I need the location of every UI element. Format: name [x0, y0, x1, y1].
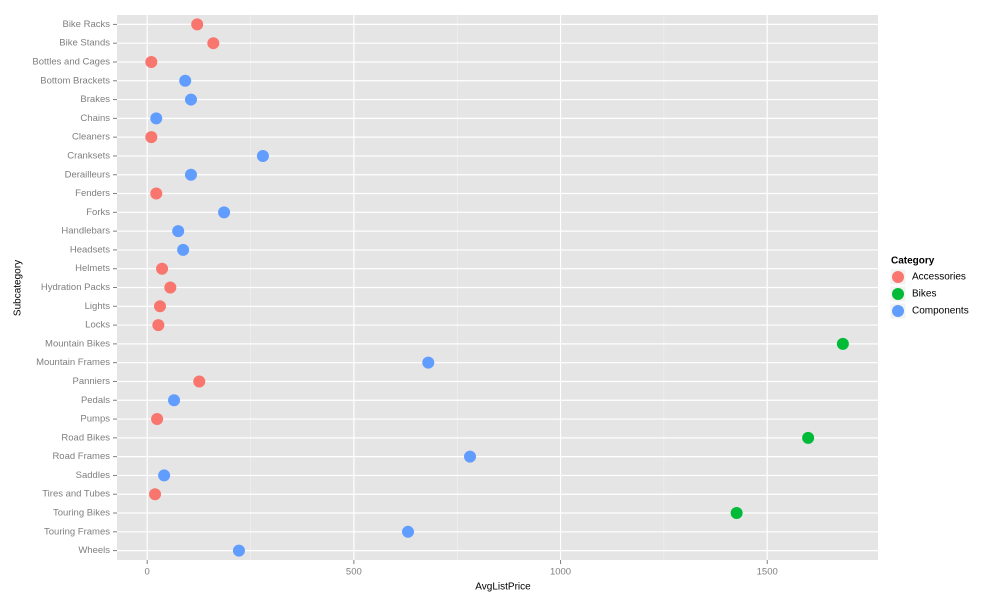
y-tick-label: Hydration Packs	[41, 282, 110, 293]
point	[153, 300, 166, 313]
point	[184, 168, 197, 181]
point	[464, 450, 477, 463]
y-tick-label: Saddles	[76, 470, 111, 481]
legend-title: Category	[891, 256, 935, 267]
y-tick-label: Panniers	[73, 376, 111, 387]
x-axis-title: AvgListPrice	[475, 582, 531, 593]
y-tick-label: Handlebars	[61, 226, 110, 237]
y-tick-label: Bottom Brackets	[40, 75, 110, 86]
legend-marker	[892, 271, 904, 283]
y-tick-label: Touring Bikes	[53, 508, 110, 519]
y-tick-label: Mountain Frames	[36, 357, 110, 368]
y-tick-label: Wheels	[78, 545, 110, 556]
y-tick-label: Cleaners	[72, 132, 110, 143]
point	[256, 149, 269, 162]
y-tick-label: Brakes	[80, 94, 110, 105]
point	[218, 206, 231, 219]
y-tick-label: Headsets	[70, 244, 110, 255]
y-tick-label: Derailleurs	[65, 169, 111, 180]
y-tick-label: Fenders	[75, 188, 110, 199]
legend-label: Bikes	[912, 289, 936, 300]
point	[168, 394, 181, 407]
point	[191, 18, 204, 31]
y-tick-label: Tires and Tubes	[42, 489, 110, 500]
point	[156, 262, 169, 275]
y-tick-label: Pumps	[80, 414, 110, 425]
point	[232, 544, 245, 557]
point	[179, 74, 192, 87]
y-tick-label: Locks	[85, 320, 110, 331]
legend-label: Accessories	[912, 272, 966, 283]
y-tick-label: Bike Racks	[62, 19, 110, 30]
point	[151, 413, 164, 426]
legend-label: Components	[912, 306, 969, 317]
point	[402, 525, 415, 538]
y-tick-label: Forks	[86, 207, 110, 218]
point	[730, 507, 743, 520]
point	[150, 112, 163, 125]
point	[177, 243, 190, 256]
y-tick-label: Cranksets	[67, 150, 110, 161]
y-tick-label: Mountain Bikes	[45, 338, 110, 349]
point	[207, 37, 220, 50]
y-tick-label: Bottles and Cages	[32, 56, 110, 67]
point	[422, 356, 435, 369]
point	[836, 337, 849, 350]
point	[150, 187, 163, 200]
x-tick-label: 1000	[550, 567, 571, 578]
point	[145, 55, 158, 68]
y-tick-label: Pedals	[81, 395, 110, 406]
y-tick-label: Bike Stands	[59, 38, 110, 49]
point	[193, 375, 206, 388]
point	[164, 281, 177, 294]
x-tick-label: 500	[346, 567, 362, 578]
y-tick-label: Road Bikes	[61, 432, 110, 443]
point	[172, 225, 185, 238]
y-axis-title: Subcategory	[13, 260, 24, 316]
point	[158, 469, 171, 482]
point	[152, 319, 165, 332]
point	[184, 93, 197, 106]
point	[149, 488, 162, 501]
y-tick-label: Road Frames	[52, 451, 110, 462]
x-tick-label: 1500	[757, 567, 778, 578]
point	[802, 431, 815, 444]
legend-marker	[892, 288, 904, 300]
y-tick-label: Chains	[80, 113, 110, 124]
y-tick-label: Helmets	[75, 263, 110, 274]
point	[145, 131, 158, 144]
y-tick-label: Touring Frames	[44, 526, 110, 537]
x-tick-label: 0	[145, 567, 150, 578]
legend-marker	[892, 305, 904, 317]
y-tick-label: Lights	[85, 301, 111, 312]
